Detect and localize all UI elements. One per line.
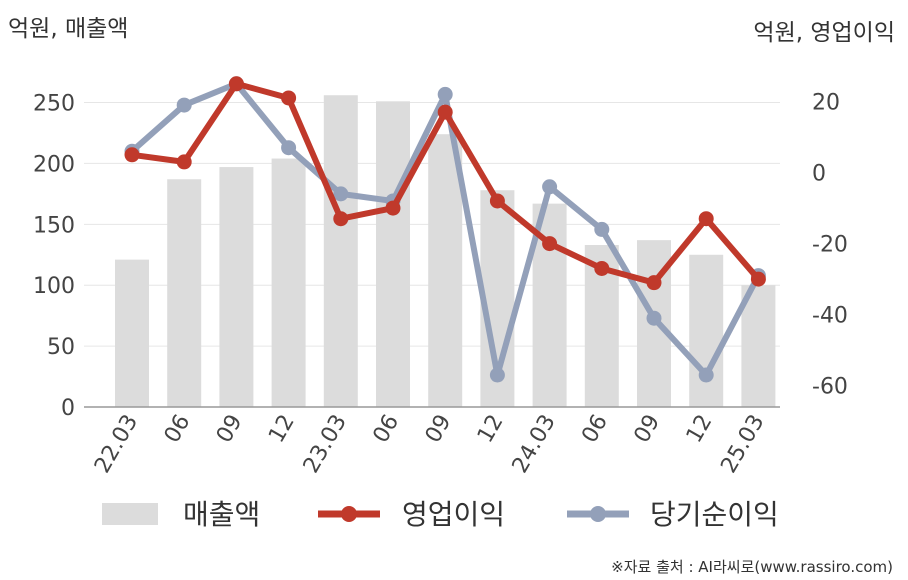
data-point [437,86,453,102]
data-point [228,76,244,92]
x-tick-label: 12 [682,411,718,448]
legend-marker [590,506,606,522]
right-tick-label: -20 [812,233,848,258]
data-point [698,367,714,383]
right-axis-label: 억원, 영업이익 [753,20,895,46]
x-tick-label: 06 [577,411,613,448]
x-tick-label: 23.03 [299,411,352,478]
bar [271,158,306,407]
line-series [124,76,766,383]
left-axis-ticks: 0 50 100 150 200 250 [33,92,75,421]
left-tick-label: 100 [33,274,75,299]
data-point [176,97,192,113]
data-point [385,200,401,216]
x-tick-label: 06 [369,411,405,448]
data-point [333,211,349,227]
bar [167,179,202,407]
right-tick-label: 20 [812,91,840,116]
legend-swatch [102,503,158,525]
legend-label: 영업이익 [402,498,505,531]
x-tick-label: 22.03 [90,411,143,478]
data-point [698,211,714,227]
bar [741,285,776,407]
left-tick-label: 150 [33,213,75,238]
x-tick-label: 12 [473,411,509,448]
legend-label: 매출액 [183,498,260,531]
data-point [542,179,558,195]
data-point [489,193,505,209]
x-axis-ticks: 22.03 06 09 12 23.03 06 09 12 24.03 06 09 12 25.03 [90,411,770,478]
bar [376,101,410,407]
data-point [594,260,610,276]
data-point [281,140,297,156]
data-point [489,367,505,383]
legend-marker [341,506,357,522]
data-point [750,271,766,287]
legend-label: 당기순이익 [650,498,779,531]
bar [219,167,254,407]
left-tick-label: 200 [33,152,75,177]
data-point [281,90,297,106]
x-tick-label: 09 [212,411,248,448]
data-point [176,154,192,170]
left-tick-label: 0 [61,396,75,421]
right-axis-ticks: 20 0 -20 -40 -60 [812,91,848,400]
bar-series [115,95,776,407]
left-tick-label: 50 [47,335,75,360]
left-axis-label: 억원, 매출액 [8,16,128,42]
source-note: ※자료 출처 : AI라씨로(www.rassiro.com) [611,558,893,576]
bar [428,134,463,407]
data-point [646,310,662,326]
bar [115,259,149,407]
x-tick-label: 12 [264,411,300,448]
bar [689,254,724,407]
data-point [542,236,558,252]
right-tick-label: 0 [812,162,826,187]
legend: 매출액 영업이익 당기순이익 [102,498,779,531]
data-point [333,186,349,202]
right-tick-label: -60 [812,375,848,400]
data-point [646,275,662,291]
x-tick-label: 25.03 [716,411,769,478]
x-tick-label: 09 [630,411,666,448]
data-point [594,221,610,237]
x-tick-label: 09 [421,411,457,448]
right-tick-label: -40 [812,304,848,329]
x-tick-label: 06 [160,411,196,448]
x-tick-label: 24.03 [508,411,561,478]
left-tick-label: 250 [33,92,75,117]
data-point [437,104,453,120]
bar [323,95,358,407]
data-point [124,147,140,163]
